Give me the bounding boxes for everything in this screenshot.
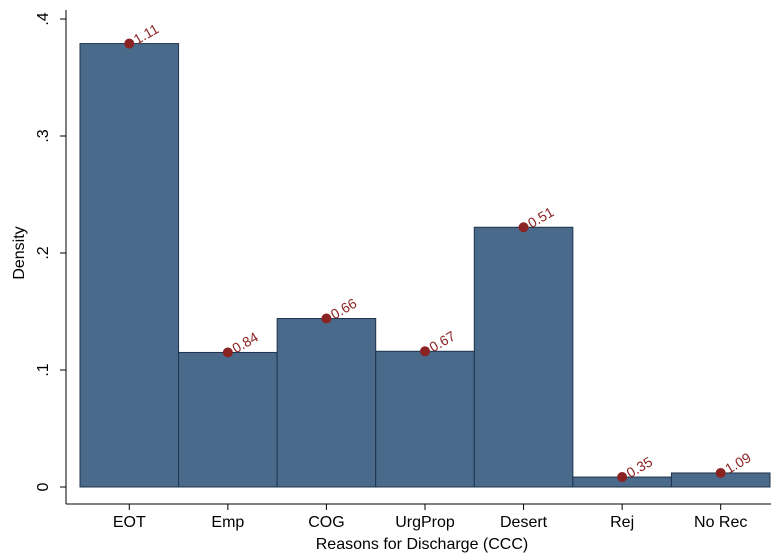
bar (276, 318, 377, 488)
y-tick-label: .3 (35, 129, 52, 142)
marker (715, 467, 726, 478)
marker (518, 222, 529, 233)
marker (420, 346, 430, 357)
x-tick-label: UrgProp (395, 514, 455, 531)
x-axis-title: Reasons for Discharge (CCC) (316, 536, 529, 553)
x-tick-label: No Rec (694, 514, 747, 531)
y-tick-label: .1 (35, 363, 52, 376)
marker (321, 313, 332, 324)
bar (178, 351, 278, 488)
bar (79, 43, 180, 488)
x-tick-label: Rej (610, 514, 634, 531)
bar (375, 350, 475, 488)
x-tick-label: EOT (113, 514, 146, 531)
marker (222, 347, 233, 358)
marker (617, 472, 628, 483)
x-tick-label: COG (308, 514, 344, 531)
y-tick-label: 0 (35, 482, 52, 491)
x-tick-label: Emp (211, 514, 244, 531)
y-tick-label: .4 (35, 12, 52, 25)
y-tick-label: .2 (35, 246, 52, 259)
x-tick-label: Desert (500, 514, 548, 531)
bar (473, 226, 574, 488)
marker (124, 38, 135, 49)
y-axis-title: Density (11, 226, 28, 279)
